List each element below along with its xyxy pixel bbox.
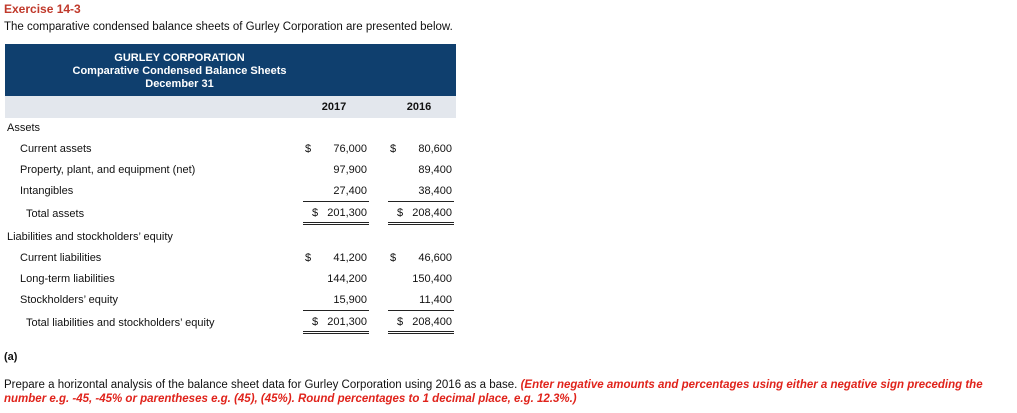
intangibles-label: Intangibles — [20, 185, 74, 197]
statement-date: December 31 — [145, 78, 214, 90]
column-header-band — [5, 96, 456, 118]
instructions: Prepare a horizontal analysis of the bal… — [4, 378, 1012, 406]
company-name: GURLEY CORPORATION — [114, 52, 245, 64]
total-assets-rule-2017-b — [303, 224, 369, 225]
current-liabilities-label: Current liabilities — [20, 252, 102, 264]
ppe-label: Property, plant, and equipment (net) — [20, 164, 196, 176]
total-assets-rule-2017-a — [303, 222, 369, 223]
statement-header: GURLEY CORPORATION Comparative Condensed… — [5, 44, 456, 96]
total-assets-rule-2016-b — [388, 224, 454, 225]
column-header-2017: 2017 — [321, 101, 347, 113]
total-liab-rule-2016-a — [388, 331, 454, 332]
total-assets-label: Total assets — [26, 208, 85, 220]
total-liab-rule-2017-a — [303, 331, 369, 332]
exercise-title: Exercise 14-3 — [4, 2, 81, 16]
statement-name: Comparative Condensed Balance Sheets — [72, 65, 287, 77]
liabilities-section-label: Liabilities and stockholders’ equity — [7, 231, 173, 243]
stockholders-equity-label: Stockholders’ equity — [20, 294, 119, 306]
assets-section-label: Assets — [7, 122, 41, 134]
part-label: (a) — [4, 351, 18, 363]
total-liab-equity-label: Total liabilities and stockholders’ equi… — [26, 317, 215, 329]
total-liab-rule-2016-b — [388, 333, 454, 334]
instructions-text: Prepare a horizontal analysis of the bal… — [4, 379, 518, 391]
long-term-liabilities-label: Long-term liabilities — [20, 273, 115, 285]
subtotal-rule-2016 — [388, 201, 454, 202]
column-header-2016: 2016 — [406, 101, 432, 113]
subtotal-rule-2017 — [303, 201, 369, 202]
total-liab-rule-2017-b — [303, 333, 369, 334]
current-assets-label: Current assets — [20, 143, 92, 155]
liab-subtotal-rule-2017 — [303, 310, 369, 311]
liab-subtotal-rule-2016 — [388, 310, 454, 311]
total-assets-rule-2016-a — [388, 222, 454, 223]
intro-text: The comparative condensed balance sheets… — [4, 21, 453, 33]
instructions-note: (Enter negative amounts and percentages … — [4, 379, 983, 405]
